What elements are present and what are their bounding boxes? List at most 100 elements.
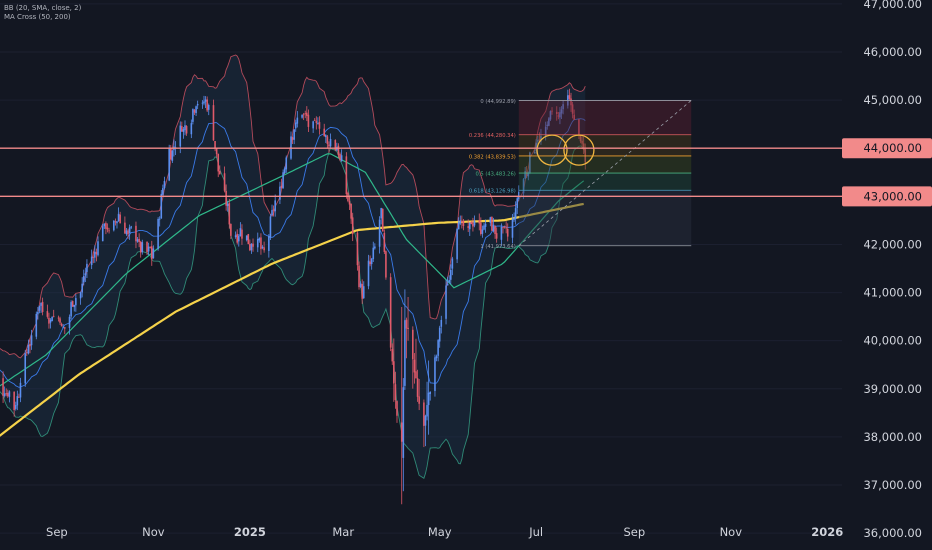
x-tick-label: Sep — [623, 525, 645, 539]
ma50-line — [0, 153, 585, 387]
candle-body — [457, 222, 460, 230]
candle-body — [416, 378, 419, 397]
candle-body — [494, 225, 496, 235]
candle-body — [141, 242, 144, 253]
candle-body — [94, 251, 96, 258]
candle-body — [279, 186, 281, 200]
price-level-label: 44,000.00 — [863, 141, 922, 155]
candle-body — [402, 387, 405, 458]
candle-body — [263, 247, 265, 251]
candle-body — [581, 140, 583, 144]
candle-body — [315, 121, 318, 123]
candle-body — [489, 217, 492, 223]
candle-body — [415, 371, 417, 379]
legend-bollinger: BB (20, SMA, close, 2) — [4, 4, 82, 12]
candle-body — [48, 317, 50, 324]
candle-body — [5, 393, 8, 395]
x-tick-label: May — [428, 525, 452, 539]
candle-body — [162, 188, 164, 195]
candle-body — [370, 258, 373, 265]
candle-body — [294, 122, 297, 129]
candle-body — [427, 392, 430, 406]
candle-body — [472, 223, 474, 227]
y-tick-label: 45,000.00 — [863, 93, 922, 107]
candle-body — [212, 105, 215, 141]
candle-body — [544, 126, 547, 137]
candle-body — [230, 224, 232, 236]
candle-body — [29, 344, 31, 347]
candle-body — [97, 241, 99, 256]
candle-body — [146, 241, 148, 253]
candle-body — [323, 128, 326, 137]
candle-body — [38, 305, 41, 311]
candle-body — [136, 239, 139, 242]
candle-body — [101, 226, 104, 242]
candle-body — [150, 246, 153, 260]
candle-body — [201, 102, 204, 104]
candle-body — [81, 283, 83, 293]
candle-body — [179, 125, 182, 147]
candle-body — [513, 218, 515, 220]
candle-body — [106, 227, 109, 230]
candle-body — [462, 220, 465, 226]
candles — [2, 88, 587, 505]
fib-label: 0.5 (43,483.26) — [475, 172, 515, 178]
candle-body — [568, 95, 571, 99]
candle-body — [478, 220, 481, 224]
candle-body — [440, 319, 443, 327]
candle-body — [404, 320, 406, 386]
fib-label: 0.618 (43,126.98) — [469, 189, 516, 195]
candle-body — [75, 298, 77, 306]
candle-body — [258, 238, 261, 241]
candle-body — [529, 152, 531, 174]
candle-body — [113, 220, 115, 231]
fibonacci-retracement: 0 (44,992.89) 0.236 (44,280.34) 0.382 (43,… — [469, 99, 692, 250]
candle-body — [522, 179, 525, 194]
candle-body — [16, 396, 19, 406]
candle-body — [40, 302, 42, 306]
candle-body — [394, 384, 397, 401]
candle-body — [182, 129, 185, 132]
grid-lines — [0, 3, 842, 534]
time-axis: Sep Nov 2025 Mar May Jul Sep Nov 2026 — [46, 525, 843, 539]
candle-body — [147, 246, 150, 252]
fib-label: 0.382 (43,839.53) — [469, 154, 516, 160]
candle-body — [228, 203, 231, 225]
candle-body — [389, 277, 392, 348]
candle-body — [237, 235, 240, 242]
candle-body — [548, 118, 550, 126]
candle-body — [268, 236, 270, 251]
candle-body — [247, 234, 250, 245]
candle-body — [484, 223, 487, 227]
candle-body — [71, 301, 74, 307]
candle-body — [535, 142, 538, 151]
candle-body — [7, 392, 9, 397]
candle-body — [461, 220, 463, 222]
candle-body — [103, 223, 106, 227]
fib-touch-circle — [536, 134, 568, 166]
candle-body — [51, 316, 53, 322]
candle-body — [184, 125, 186, 131]
candle-body — [226, 203, 229, 206]
candle-body — [108, 230, 110, 232]
candle-body — [500, 226, 503, 240]
candle-body — [193, 110, 196, 113]
y-tick-label: 46,000.00 — [863, 45, 922, 59]
candle-body — [570, 98, 572, 106]
candle-body — [163, 180, 166, 189]
candle-body — [446, 283, 449, 286]
candle-body — [578, 119, 580, 135]
candle-body — [418, 396, 420, 404]
candle-body — [456, 228, 458, 260]
price-level-label: 43,000.00 — [863, 189, 922, 203]
candle-body — [181, 126, 183, 132]
candle-body — [41, 301, 44, 312]
bollinger-fill — [0, 55, 586, 479]
candle-body — [196, 104, 199, 106]
candle-body — [63, 327, 66, 329]
candle-body — [249, 243, 251, 251]
candle-body — [449, 269, 452, 280]
fib-touch-circle — [563, 134, 595, 166]
